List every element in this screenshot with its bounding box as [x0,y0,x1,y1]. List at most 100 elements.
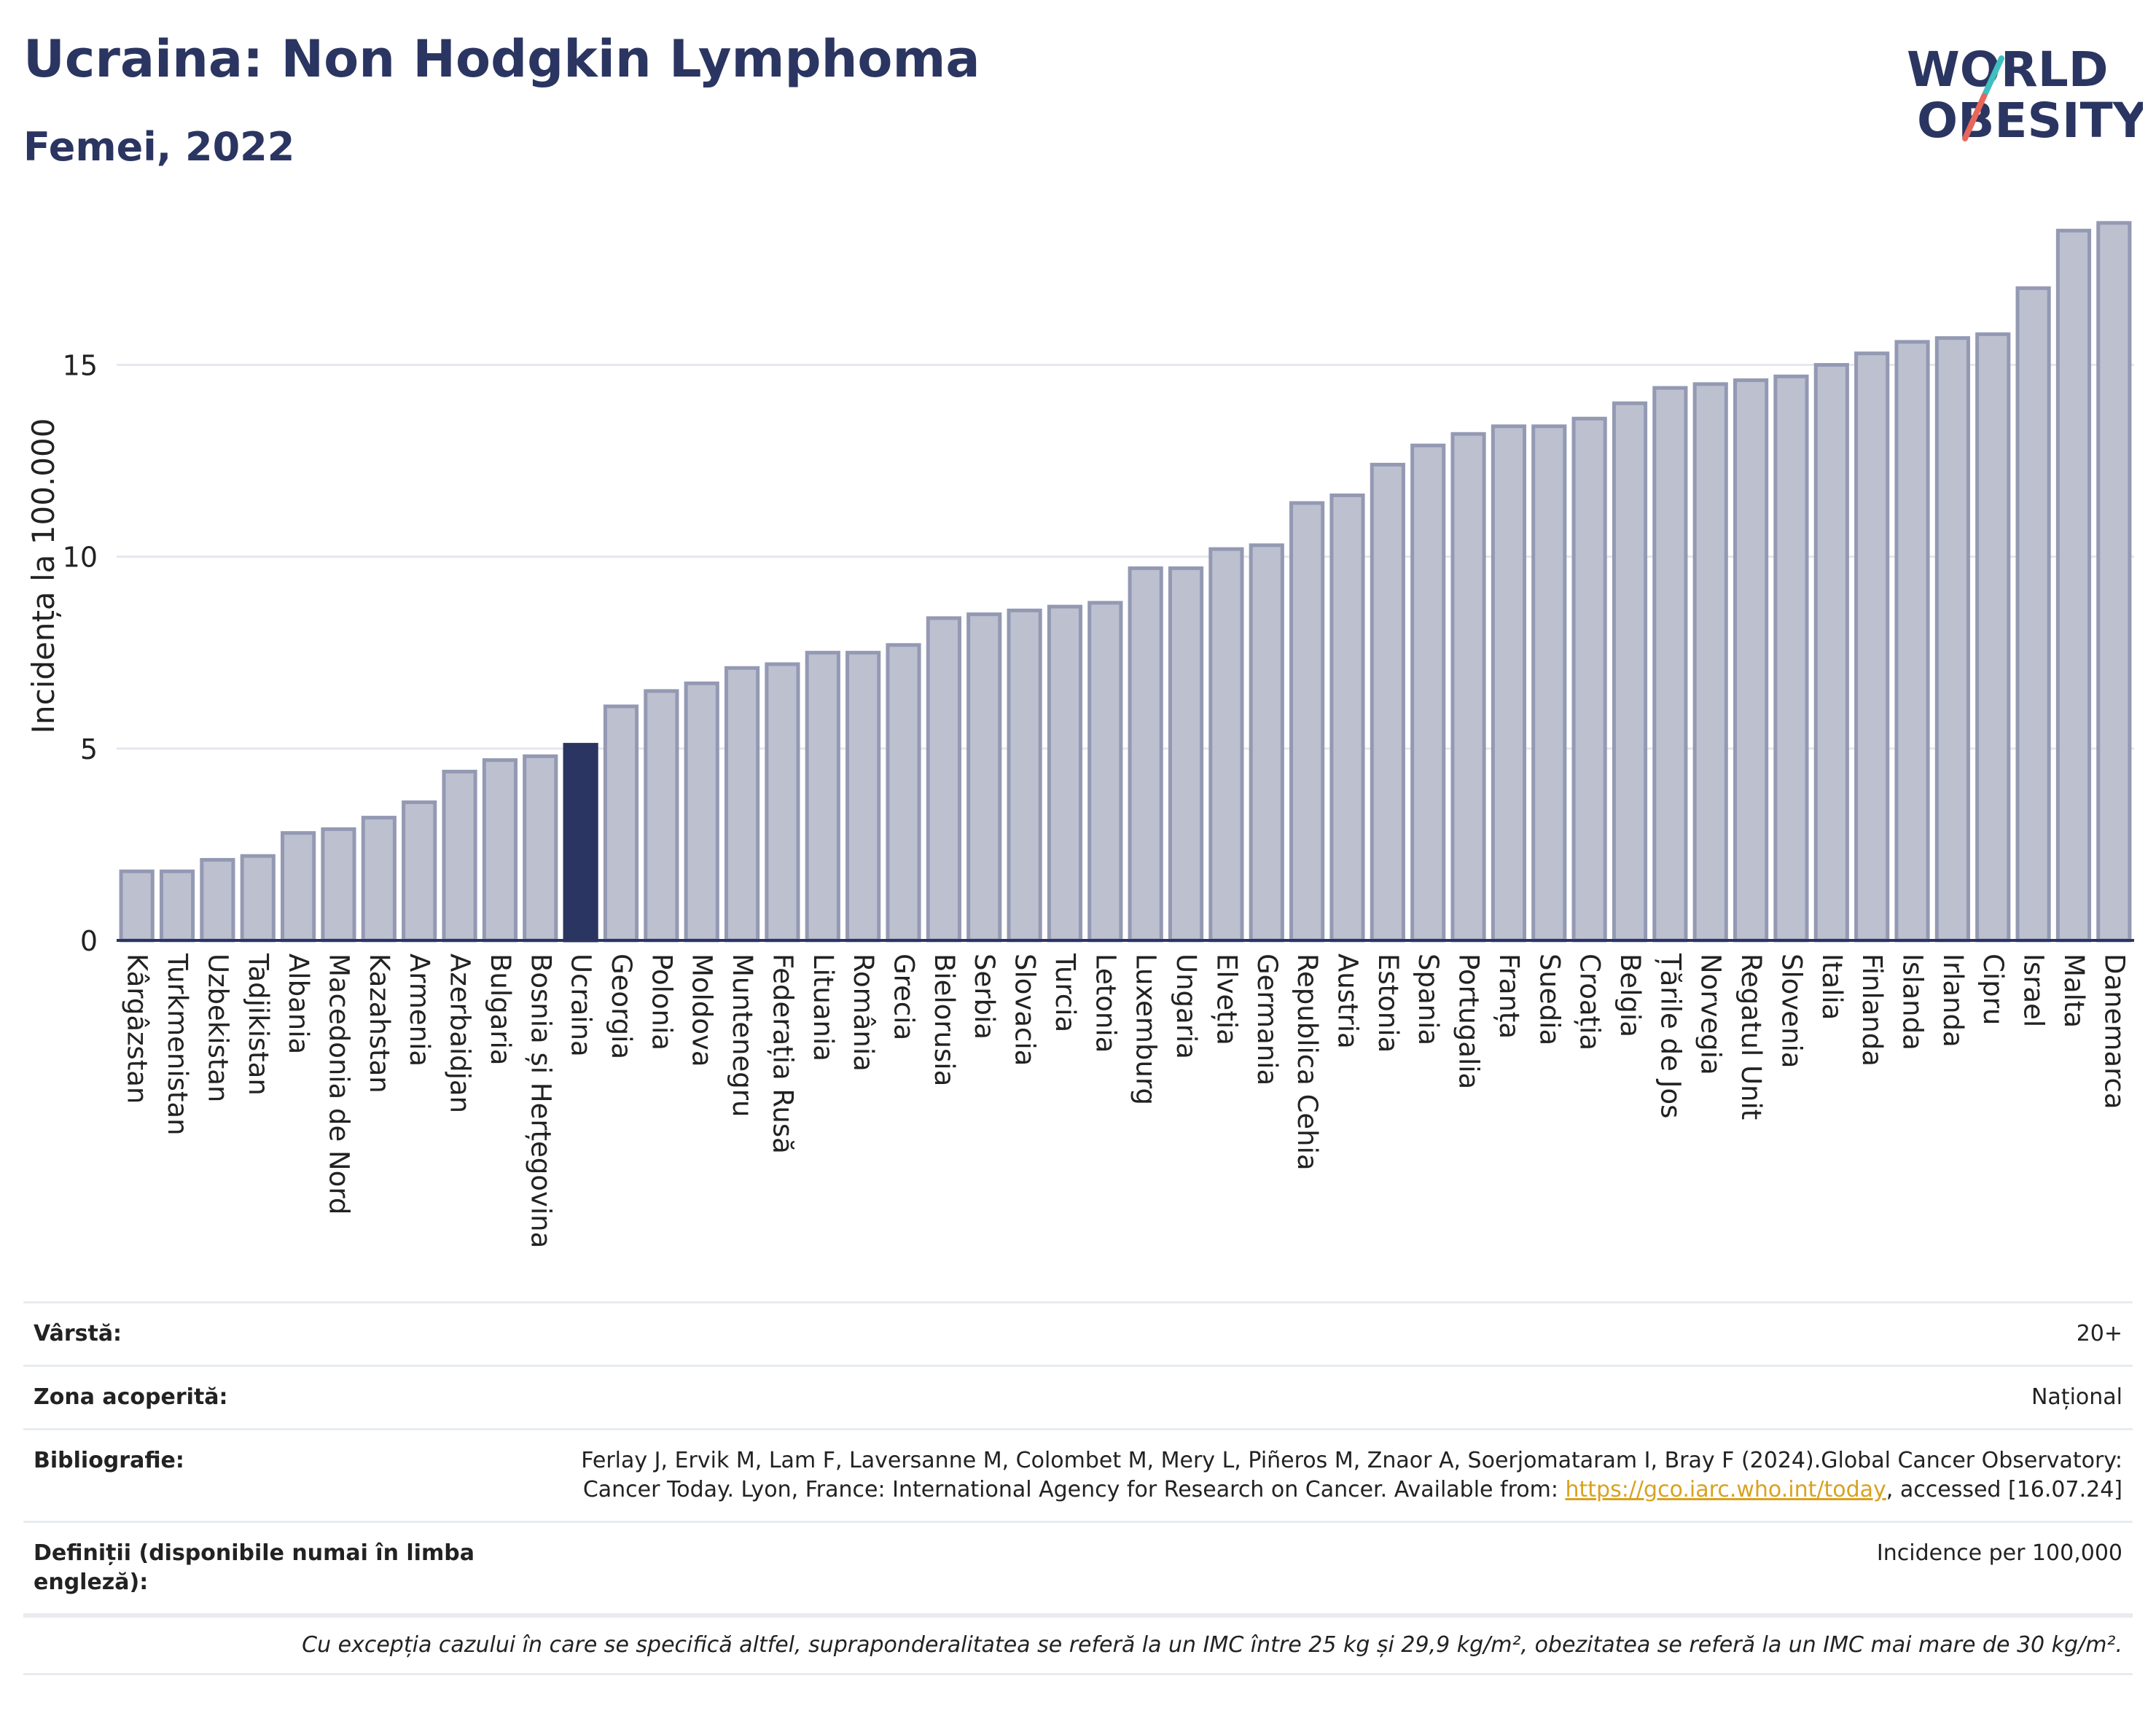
x-tick-label: Irlanda [1937,954,1969,1048]
x-tick-label: Armenia [404,954,435,1067]
x-tick-label: Moldova [687,954,718,1067]
x-tick-label: Islanda [1897,954,1929,1050]
coverage-value: Național [2031,1384,2122,1410]
page-subtitle: Femei, 2022 [23,124,295,170]
bibliography-suffix: , accessed [16.07.24] [1886,1477,2122,1502]
x-tick-label: Grecia [888,954,920,1040]
bar [402,800,437,943]
x-tick-label: Muntenegru [727,954,758,1117]
logo-slash-coral [1962,93,1987,141]
bar [1612,401,1648,943]
bar [119,869,155,943]
x-tick-label: Israel [2018,954,2050,1027]
x-tick-label: Elveția [1211,954,1242,1045]
x-tick-label: Spania [1413,954,1444,1045]
x-tick-label: România [848,954,879,1072]
bar [1531,424,1567,943]
x-tick-label: Azerbaidjan [445,954,476,1113]
bar [1249,543,1284,943]
age-label: Vârstă: [34,1321,122,1346]
bar [1773,374,1809,943]
bar [966,612,1002,943]
x-tick-label: Germania [1251,954,1283,1085]
coverage-row: Zona acoperită: Național [23,1365,2133,1428]
bar [805,650,840,943]
bar [765,662,800,943]
bar [1128,566,1163,943]
y-tick-label: 10 [63,542,98,574]
x-tick-label: Luxemburg [1130,954,1162,1105]
x-tick-label: Uzbekistan [202,954,233,1102]
x-tick-label: Cipru [1977,954,2009,1025]
x-tick-label: Italia [1816,954,1848,1020]
definitions-value: Incidence per 100,000 [1876,1540,2122,1566]
bar [482,758,518,943]
x-tick-label: Danemarca [2098,954,2130,1110]
bar [281,831,316,943]
y-tick-label: 0 [80,925,98,957]
bar [200,857,235,943]
page-title: Ucraina: Non Hodgkin Lymphoma [23,29,980,89]
bar [321,827,356,943]
bar [845,650,881,943]
bar [1692,382,1728,943]
bar [644,689,679,943]
logo-obesity-text: OBESITY [1917,93,2143,149]
x-tick-label: Bosnia și Herțegovina [525,954,556,1248]
bar-chart: 0 5 10 15 Incidența la 100.000 Kârgâzstan Turk… [26,221,2134,1248]
bar [1894,340,1930,943]
x-tick-label: Macedonia de Nord [323,954,354,1214]
x-tick-label: Polonia [646,954,677,1050]
x-tick-label: Turkmenistan [162,953,193,1136]
x-tick-label: Letonia [1090,954,1121,1053]
x-tick-label: Bulgaria [485,954,516,1065]
x-tick-label: Ucraina [566,954,597,1057]
bar [523,754,558,943]
x-tick-label: Kârgâzstan [122,954,153,1104]
bar [563,743,598,943]
footnote: Cu excepția cazului în care se specifică… [23,1615,2133,1675]
bar [684,681,719,943]
y-axis-label: Incidența la 100.000 [26,418,61,734]
bibliography-row: Bibliografie: Ferlay J, Ervik M, Lam F, … [23,1428,2133,1521]
x-tick-label: Suedia [1534,954,1565,1045]
bar [361,816,397,943]
x-tick-label: Norvegia [1695,954,1727,1075]
x-tick-label: Georgia [606,954,637,1059]
bar [926,616,961,943]
bar [1854,351,1890,943]
age-value: 20+ [2076,1321,2122,1346]
bar [1329,493,1365,943]
bar [603,704,639,943]
x-tick-label: Regatul Unit [1735,954,1767,1120]
bar [159,869,195,943]
bar [1047,604,1083,943]
x-tick-label: Turcia [1050,953,1081,1032]
x-tick-label: Kazahstan [364,954,395,1093]
x-tick-label: Lituania [808,954,839,1061]
y-tick-label: 15 [63,350,98,382]
bar [1370,462,1405,943]
bar [2055,228,2092,943]
x-tick-label: Estonia [1372,954,1404,1053]
bar [1652,386,1688,943]
bar [1491,424,1527,943]
bar [1571,416,1607,943]
x-tick-label: Albania [283,954,314,1054]
bar [886,643,921,943]
bar [1208,547,1244,943]
bar [1168,566,1204,943]
definitions-label: Definiții (disponibile numai în limba en… [34,1540,474,1595]
bibliography-link[interactable]: https://gco.iarc.who.int/today [1565,1477,1886,1502]
definitions-row: Definiții (disponibile numai în limba en… [23,1521,2133,1615]
bar [1007,608,1042,943]
x-tick-label: Ungaria [1171,954,1202,1059]
x-tick-label: Serbia [969,954,1000,1040]
bar [1813,363,1849,943]
x-tick-label: Bielorusia [929,954,960,1086]
bar [1087,601,1123,943]
bar [1733,378,1769,943]
coverage-label: Zona acoperită: [34,1384,228,1410]
logo-slash-teal [1981,55,2004,99]
x-tick-label: Slovenia [1776,954,1807,1068]
